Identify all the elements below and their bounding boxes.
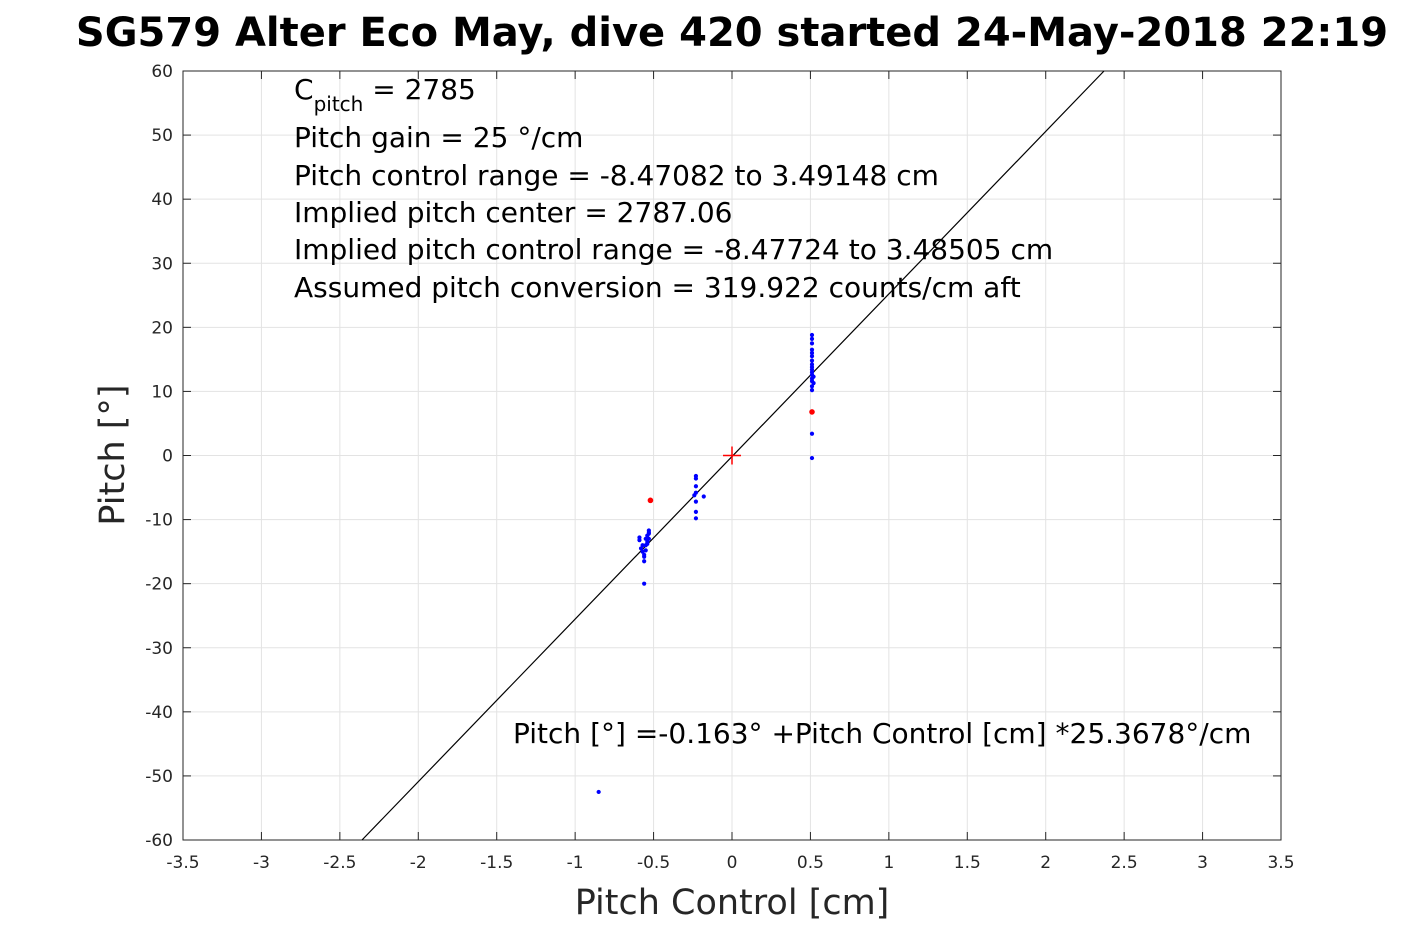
x-tick-label: -2 [410,853,427,873]
data-points [596,332,816,795]
annotation-implied-control-range: Implied pitch control range = -8.47724 t… [294,233,1053,266]
chart-title: SG579 Alter Eco May, dive 420 started 24… [76,10,1388,56]
data-point-red [647,497,654,504]
center-marker-group [723,446,741,465]
y-tick-label: 10 [151,382,173,402]
data-point-blue [701,494,706,499]
data-point-blue [643,536,648,541]
data-point-blue [642,559,647,564]
data-point-blue [596,789,601,795]
data-point-blue [693,499,699,504]
data-point-blue [809,455,815,461]
y-tick-label: 60 [151,62,173,82]
data-point-blue [693,473,699,479]
data-point-blue [809,431,815,436]
x-tick-label: 0.5 [797,853,824,873]
y-tick-label: -10 [145,511,173,531]
data-point-blue [809,347,815,352]
y-tick-label: 30 [151,254,173,274]
x-tick-label: -0.5 [637,853,670,873]
x-tick-label: -2.5 [323,853,356,873]
data-point-blue [642,581,647,586]
annotation-implied-pitch-center: Implied pitch center = 2787.06 [294,196,732,229]
data-point-blue [643,548,648,553]
x-axis-label: Pitch Control [cm] [575,883,890,923]
x-tick-label: 1.5 [954,853,981,873]
c-pitch-symbol: C [294,73,314,106]
axis-ticks: -3.5 -3 -2.5 -2 -1.5 -1 -0.5 0 0.5 1 1.5 2 2.5 3 3.5 -6… [145,62,1294,873]
annotation-pitch-conversion: Assumed pitch conversion = 319.922 count… [294,271,1021,304]
data-point-blue [809,332,815,338]
x-tick-label: 2.5 [1111,853,1138,873]
y-axis-label: Pitch [°] [93,384,133,525]
x-tick-label: 2 [1040,853,1051,873]
data-point-blue [646,528,651,533]
data-point-blue [646,536,651,541]
data-point-blue [640,543,645,548]
data-point-blue [809,388,815,393]
data-point-blue [645,541,650,547]
y-tick-label: -60 [145,831,173,851]
data-point-blue [809,354,815,359]
x-tick-label: -1.5 [480,853,513,873]
x-tick-label: 3.5 [1267,853,1294,873]
y-tick-label: -40 [145,703,173,723]
data-point-blue [693,509,699,514]
x-tick-label: -3 [253,853,270,873]
data-point-blue [809,384,815,389]
x-tick-label: -3.5 [166,853,199,873]
data-point-red [809,409,815,415]
annotation-pitch-gain: Pitch gain = 25 °/cm [294,121,583,154]
fit-equation: Pitch [°] =-0.163° +Pitch Control [cm] *… [513,717,1251,750]
x-tick-label: -1 [567,853,584,873]
c-pitch-annotation: Cpitch = 2785 [294,73,476,116]
data-point-blue [809,336,815,341]
grid-lines [182,70,1282,841]
x-tick-label: 0 [727,853,738,873]
data-point-blue [693,516,699,521]
y-tick-label: -50 [145,767,173,787]
data-point-blue [809,350,815,356]
data-point-blue [809,341,815,346]
x-tick-label: 3 [1197,853,1208,873]
x-tick-label: 1 [883,853,894,873]
data-point-blue [693,490,699,495]
y-tick-label: -20 [145,575,173,595]
c-pitch-subscript: pitch [314,92,364,116]
data-point-blue [637,535,642,540]
y-tick-label: 40 [151,190,173,210]
y-tick-label: 20 [151,318,173,338]
data-point-blue [809,358,815,363]
y-tick-label: 50 [151,126,173,146]
data-point-blue [809,362,815,367]
y-tick-label: -30 [145,639,173,659]
y-tick-label: 0 [162,447,173,467]
c-pitch-value: = 2785 [363,73,476,106]
data-point-blue [638,546,644,551]
annotation-pitch-control-range: Pitch control range = -8.47082 to 3.4914… [294,159,939,192]
data-point-blue [642,554,647,559]
data-point-blue [693,484,699,489]
